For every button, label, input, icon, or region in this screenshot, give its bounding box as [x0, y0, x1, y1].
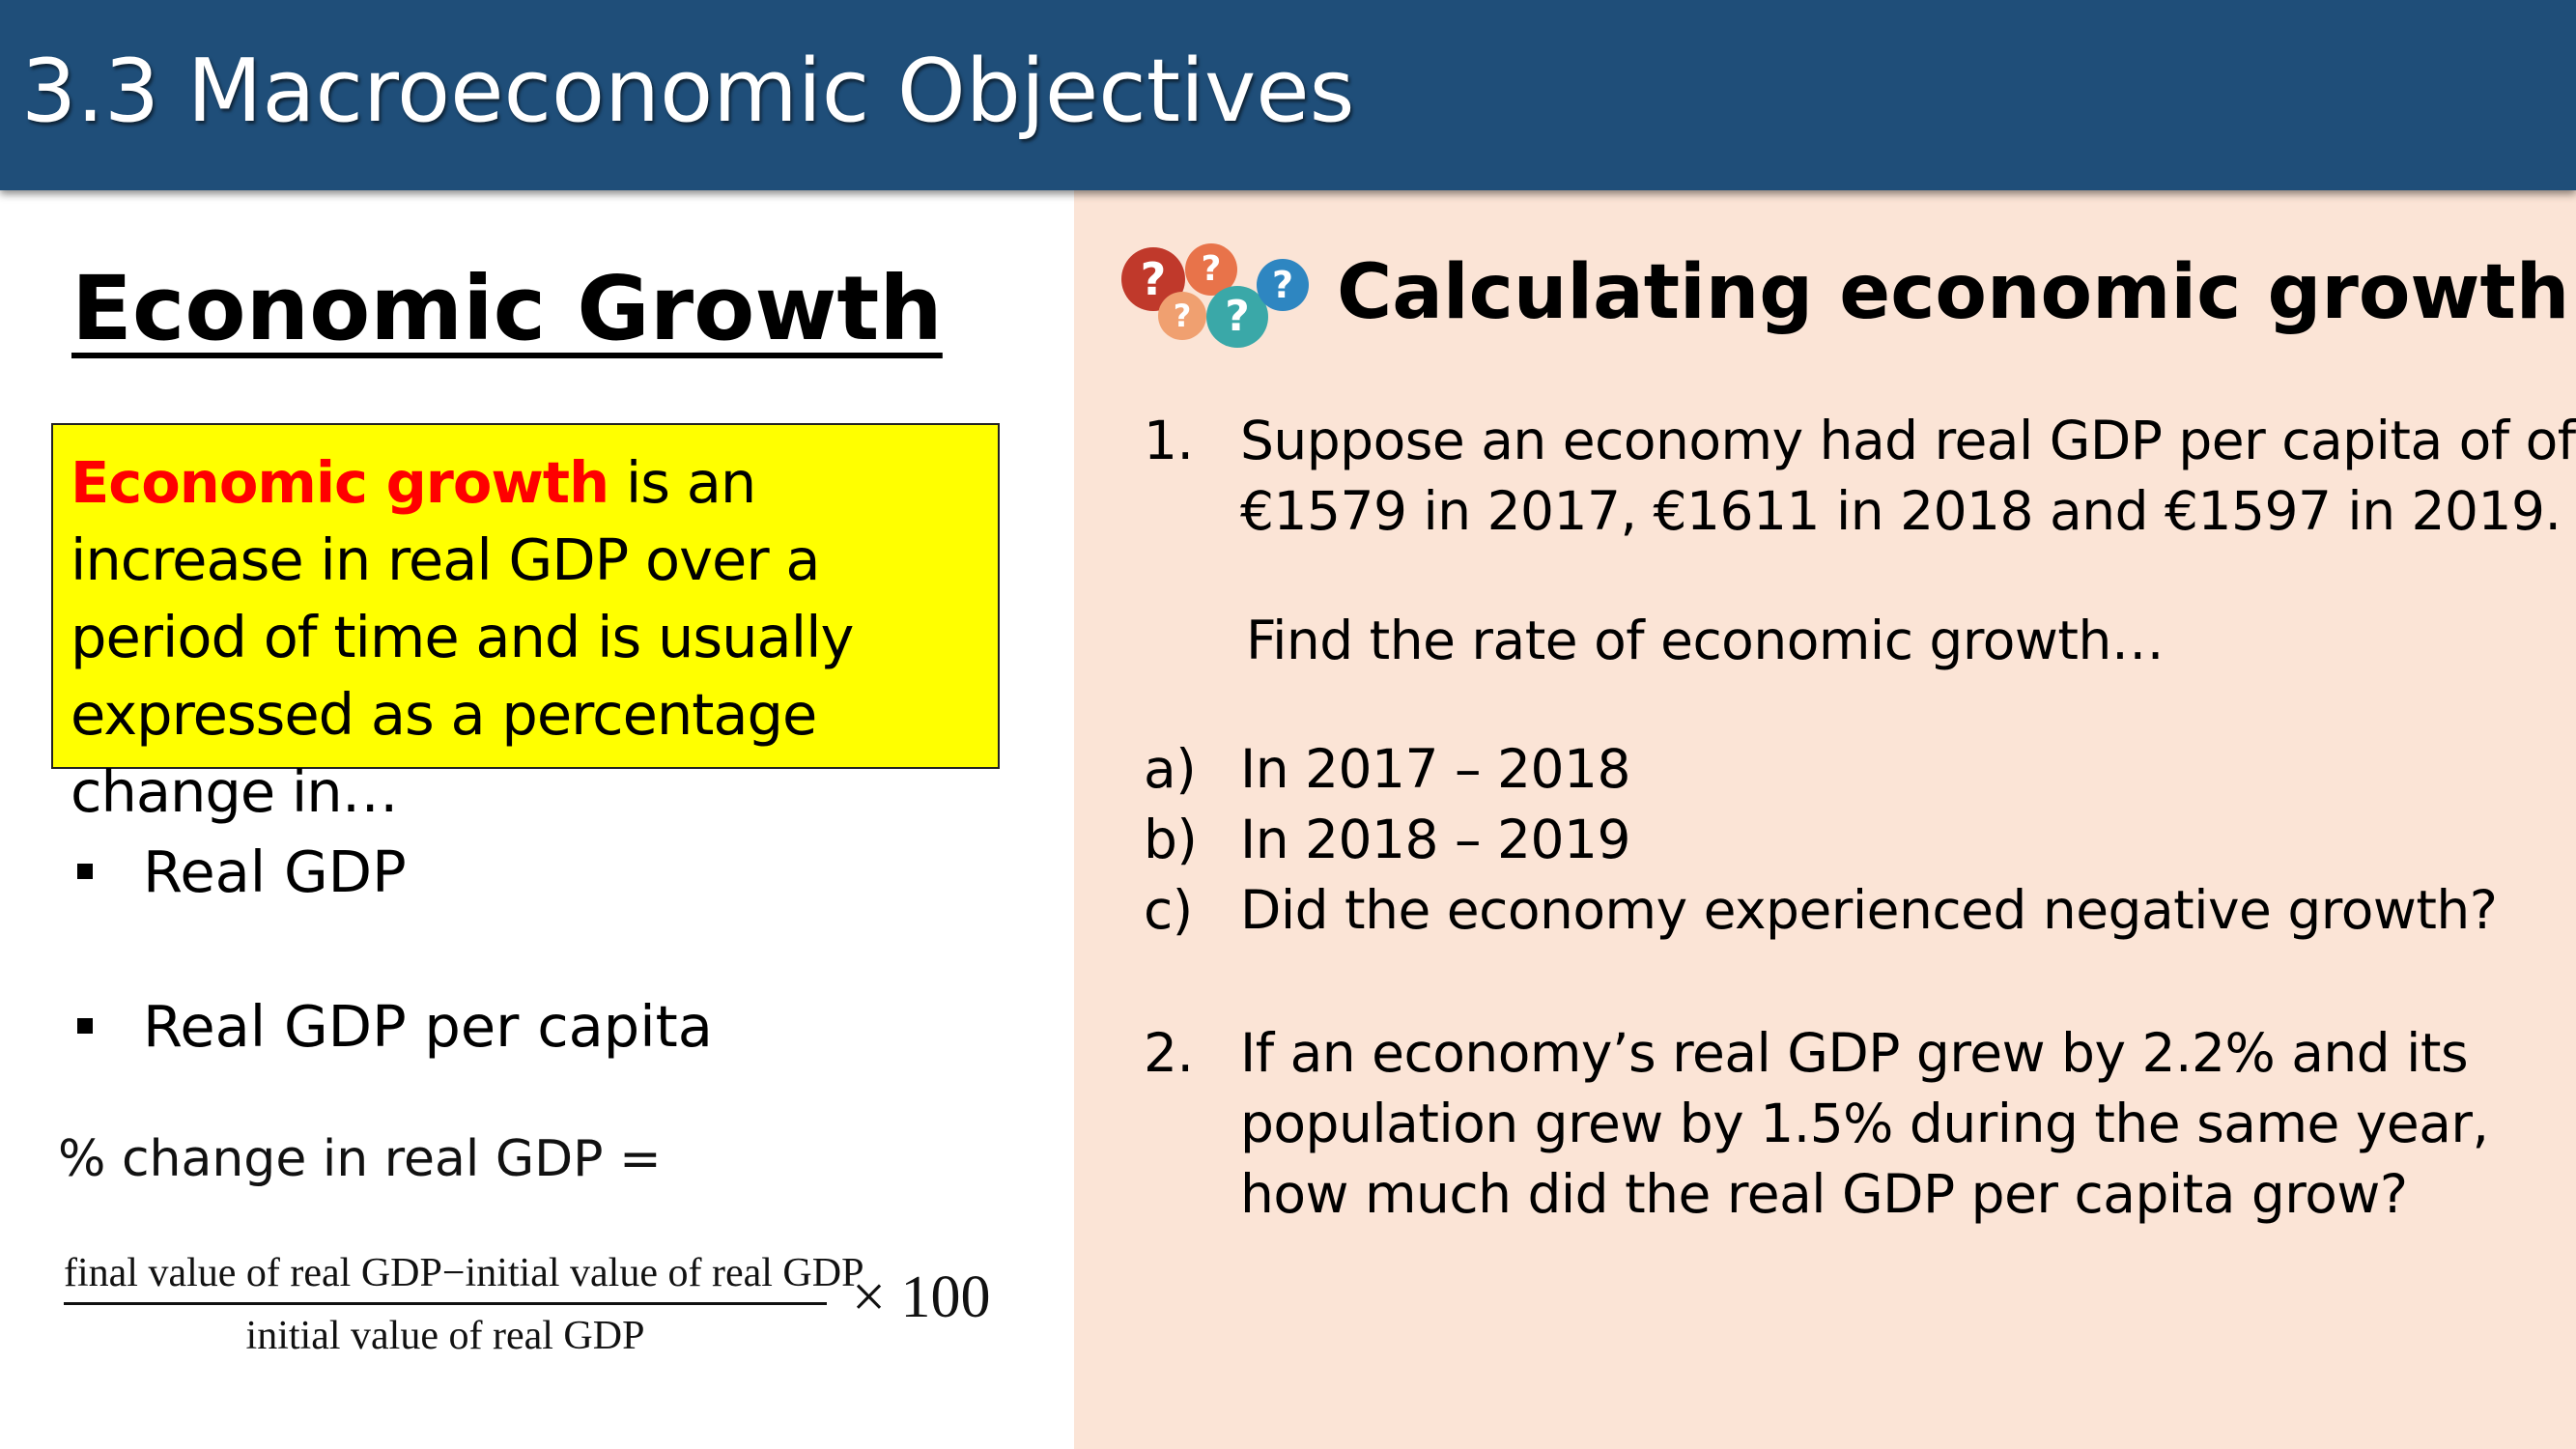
question-bubble: ? — [1257, 259, 1309, 311]
right-panel — [1074, 190, 2576, 1449]
definition-text: Economic growth is an increase in real G… — [71, 444, 998, 831]
sub-question-b: b) In 2018 – 2019 — [1144, 805, 2554, 875]
sub-question-c: c) Did the economy experienced negative … — [1144, 875, 2554, 946]
slide-title: 3.3 Macroeconomic Objectives — [21, 41, 1355, 142]
sub-question-text: In 2017 – 2018 — [1240, 738, 1630, 800]
question-bubble: ? — [1158, 292, 1206, 340]
formula-label: % change in real GDP = — [58, 1130, 662, 1188]
question-bubbles-icon: ? ? ? ? ? — [1116, 242, 1318, 357]
sub-question-label: a) — [1144, 738, 1197, 800]
sub-question-text: Did the economy experienced negative gro… — [1240, 879, 2498, 941]
formula-denominator: initial value of real GDP — [245, 1314, 645, 1358]
section-heading: Economic Growth — [71, 257, 943, 360]
question-number: 2. — [1144, 1022, 1194, 1084]
bullet-square-icon — [77, 864, 93, 879]
sub-question-a: a) In 2017 – 2018 — [1144, 734, 2554, 805]
activity-title: Calculating economic growth — [1337, 249, 2570, 336]
question-line: how much did the real GDP per capita gro… — [1240, 1163, 2408, 1225]
formula-numerator: final value of real GDP−initial value of… — [64, 1251, 864, 1295]
question-line: €1579 in 2017, €1611 in 2018 and €1597 i… — [1240, 480, 2562, 542]
definition-box: Economic growth is an increase in real G… — [51, 423, 1000, 825]
question-line: Suppose an economy had real GDP per capi… — [1240, 410, 2576, 471]
question-bubble: ? — [1206, 286, 1268, 348]
slide-header: 3.3 Macroeconomic Objectives — [0, 0, 2576, 190]
question-line: population grew by 1.5% during the same … — [1240, 1093, 2489, 1154]
bullet-label: Real GDP — [143, 838, 407, 905]
sub-question-text: In 2018 – 2019 — [1240, 809, 1630, 870]
question-bubble: ? — [1185, 243, 1237, 296]
formula-fraction: final value of real GDP−initial value of… — [64, 1246, 864, 1363]
bullet-square-icon — [77, 1018, 93, 1034]
bullet-label: Real GDP per capita — [143, 993, 713, 1060]
definition-rest: is an increase in real GDP over a period… — [71, 449, 854, 825]
formula-multiplier: × 100 — [852, 1264, 991, 1330]
question-line: If an economy’s real GDP grew by 2.2% an… — [1240, 1022, 2469, 1084]
question-number: 1. — [1144, 410, 1194, 471]
sub-question-label: b) — [1144, 809, 1198, 870]
definition-term: Economic growth — [71, 449, 609, 516]
sub-question-label: c) — [1144, 879, 1193, 941]
fraction-bar — [64, 1302, 827, 1305]
question-1: 1. Suppose an economy had real GDP per c… — [1144, 406, 2576, 551]
question-1-prompt: Find the rate of economic growth… — [1246, 610, 2165, 671]
question-2: 2. If an economy’s real GDP grew by 2.2%… — [1144, 1018, 2554, 1231]
